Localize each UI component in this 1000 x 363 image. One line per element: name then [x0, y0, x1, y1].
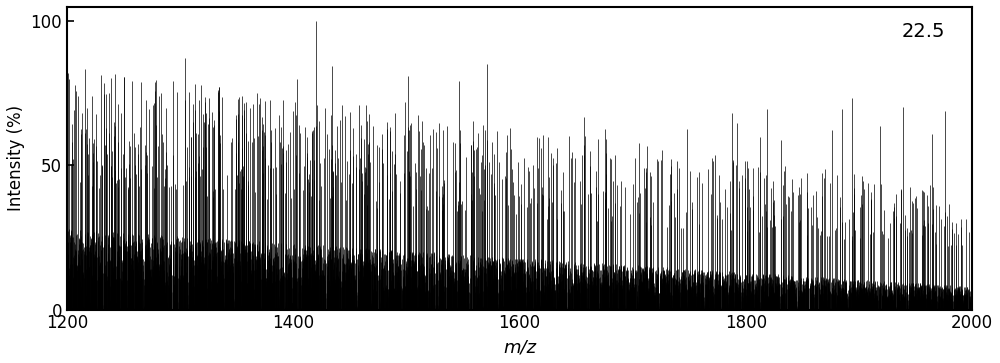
- Text: 22.5: 22.5: [901, 22, 945, 41]
- Y-axis label: Intensity (%): Intensity (%): [7, 105, 25, 211]
- X-axis label: m/z: m/z: [503, 338, 536, 356]
